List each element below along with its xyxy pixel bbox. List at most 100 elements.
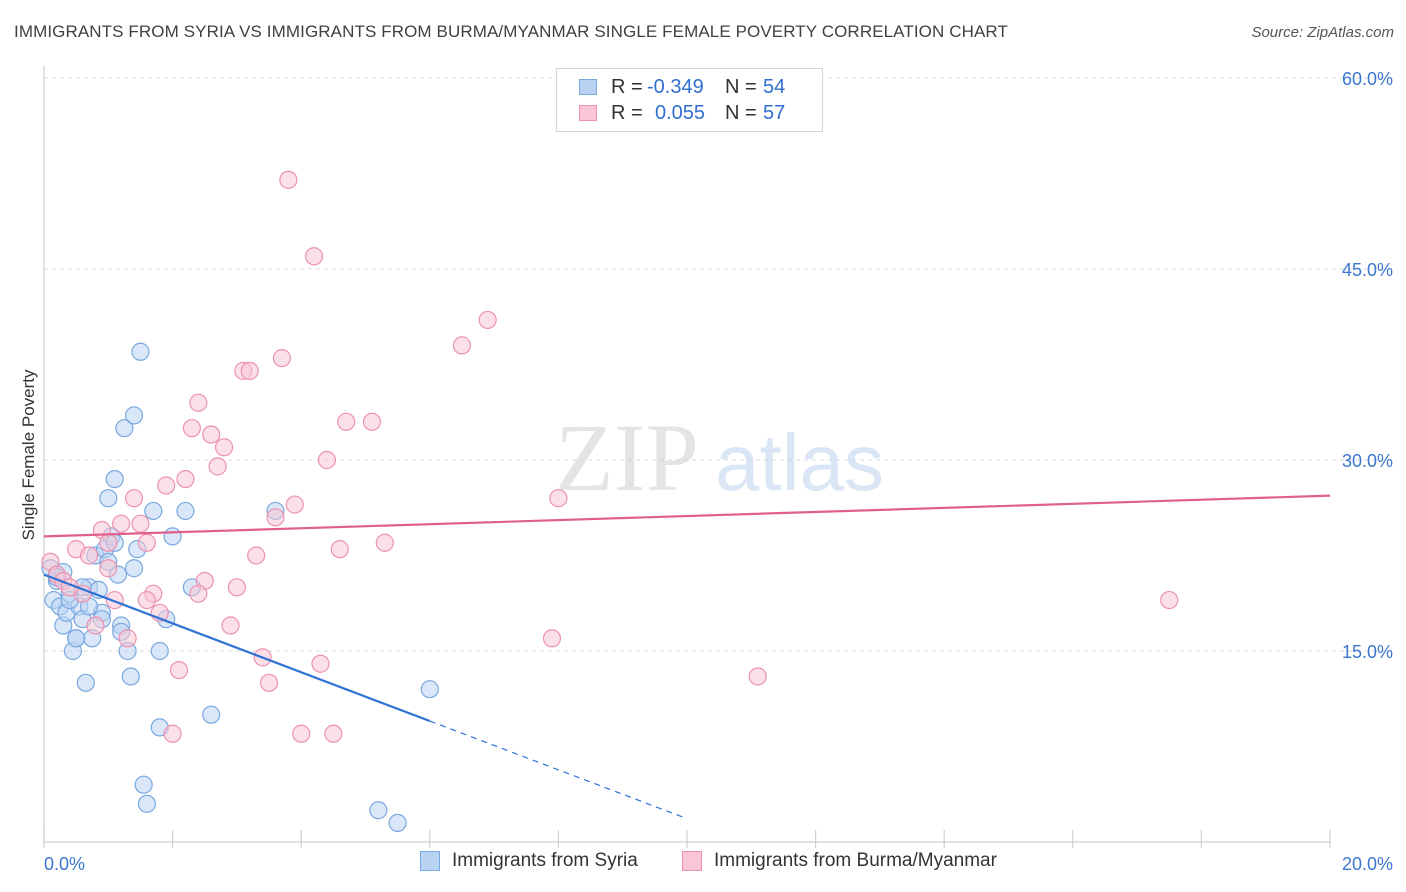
point-burma	[362, 412, 382, 431]
point-syria	[76, 673, 95, 692]
point-burma	[259, 673, 279, 692]
point-burma	[99, 533, 118, 552]
point-burma	[86, 616, 105, 635]
r-value: -0.349	[647, 75, 704, 98]
data-points	[41, 170, 1179, 833]
point-burma	[292, 724, 311, 743]
point-syria	[163, 527, 182, 546]
point-syria	[99, 489, 118, 508]
burma-swatch	[579, 105, 597, 121]
point-burma	[227, 578, 246, 597]
syria-swatch	[579, 79, 597, 95]
x-tick-label: 0.0%	[44, 854, 85, 874]
point-burma	[189, 393, 208, 412]
legend-swatch-burma	[682, 851, 702, 871]
point-burma	[157, 476, 176, 495]
point-burma	[330, 540, 349, 559]
point-burma	[452, 336, 472, 355]
point-burma	[266, 508, 285, 527]
watermark-atlas: atlas	[715, 418, 884, 507]
point-burma	[124, 489, 144, 508]
point-burma	[285, 495, 304, 514]
point-syria	[124, 559, 144, 578]
legend-item-syria[interactable]: Immigrants from Syria	[420, 850, 638, 872]
correlation-stats-box: R = -0.349 N = 54 R = 0.055 N = 57	[556, 68, 823, 132]
legend-label-syria: Immigrants from Syria	[452, 850, 638, 871]
point-syria	[124, 406, 144, 425]
point-syria	[115, 419, 134, 438]
point-burma	[311, 654, 330, 673]
point-burma	[304, 247, 324, 266]
point-burma	[221, 616, 240, 635]
point-burma	[478, 310, 497, 330]
y-tick-label: 30.0%	[1342, 451, 1393, 471]
n-label: N =	[725, 75, 757, 98]
watermark: ZIP atlas	[555, 404, 884, 511]
r-value: 0.055	[655, 101, 706, 124]
point-syria	[134, 775, 153, 794]
point-burma	[99, 559, 118, 578]
point-burma	[279, 170, 298, 189]
y-tick-label: 60.0%	[1342, 69, 1393, 89]
point-syria	[121, 667, 140, 686]
watermark-zip: ZIP	[555, 404, 699, 511]
point-burma	[202, 425, 221, 444]
point-burma	[182, 419, 201, 438]
point-burma	[549, 489, 568, 508]
source-credit: Source: ZipAtlas.com	[1251, 24, 1394, 41]
legend-label-burma: Immigrants from Burma/Myanmar	[714, 850, 997, 871]
point-syria	[369, 801, 388, 820]
n-label: N =	[725, 101, 757, 124]
point-syria	[131, 342, 150, 361]
trend-line-syria	[43, 573, 431, 723]
point-burma	[247, 546, 266, 565]
point-burma	[214, 438, 234, 457]
point-syria	[202, 705, 221, 724]
point-burma	[105, 590, 124, 610]
point-syria	[137, 794, 156, 813]
trend-lines	[43, 494, 1331, 820]
point-burma	[176, 470, 195, 489]
point-burma	[1160, 590, 1179, 610]
point-burma	[79, 546, 99, 565]
point-burma	[131, 514, 150, 533]
trend-line-burma	[43, 494, 1331, 538]
trend-line-syria-extrapolated	[429, 720, 688, 820]
stats-row-burma: R = 0.055 N = 57	[579, 101, 785, 125]
y-tick-label: 15.0%	[1342, 642, 1393, 662]
y-axis-label: Single Female Poverty	[19, 369, 38, 541]
point-burma	[542, 629, 562, 648]
point-burma	[748, 667, 767, 686]
r-label: R =	[611, 75, 643, 98]
r-label: R =	[611, 101, 643, 124]
chart-legend: Immigrants from Syria Immigrants from Bu…	[0, 850, 1406, 878]
legend-swatch-syria	[420, 851, 440, 871]
point-syria	[420, 680, 439, 699]
legend-item-burma[interactable]: Immigrants from Burma/Myanmar	[682, 850, 997, 872]
point-syria	[176, 501, 195, 521]
point-burma	[324, 724, 343, 743]
point-burma	[118, 629, 137, 648]
y-tick-label: 45.0%	[1342, 260, 1393, 280]
point-syria	[150, 641, 169, 661]
point-burma	[240, 361, 259, 380]
point-burma	[137, 590, 156, 610]
chart-title: IMMIGRANTS FROM SYRIA VS IMMIGRANTS FROM…	[14, 22, 1008, 41]
n-value: 54	[763, 75, 786, 98]
n-value: 57	[763, 101, 786, 124]
point-burma	[208, 457, 227, 476]
point-burma	[189, 584, 208, 603]
point-syria	[388, 813, 407, 833]
tick-labels: 15.0% 30.0% 45.0% 60.0% 0.0% 20.0%	[44, 69, 1393, 874]
point-burma	[112, 514, 131, 533]
point-burma	[375, 533, 394, 552]
point-burma	[317, 450, 337, 470]
axes	[43, 66, 1331, 848]
point-burma	[163, 724, 182, 743]
point-burma	[337, 412, 356, 431]
stats-row-syria: R = -0.349 N = 54	[579, 75, 785, 99]
point-burma	[272, 349, 292, 368]
point-burma	[169, 660, 189, 680]
point-syria	[67, 629, 86, 648]
